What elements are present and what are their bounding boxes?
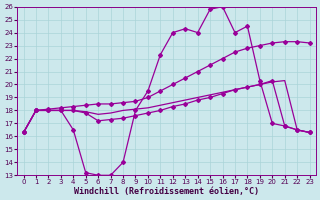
X-axis label: Windchill (Refroidissement éolien,°C): Windchill (Refroidissement éolien,°C): [74, 187, 259, 196]
